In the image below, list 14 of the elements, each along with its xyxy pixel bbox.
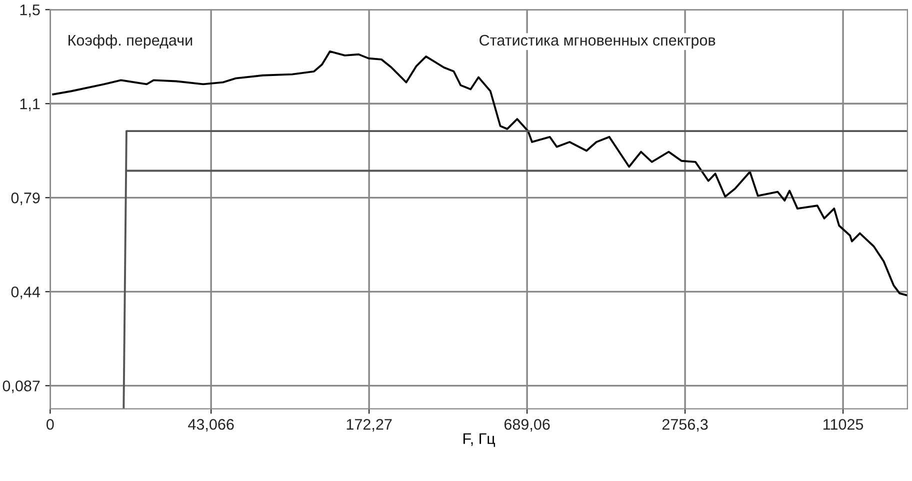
x-tick-label: 2756,3 [662,418,708,432]
x-tick-label: 0 [46,418,54,430]
x-axis-title: F, Гц [463,433,496,447]
x-tick-label: 11025 [824,418,864,430]
x-tick-label: 172,27 [346,418,392,432]
x-tick-label: 689,06 [504,418,550,432]
y-tick-label: 0,087 [2,380,40,394]
y-tick-label: 0,79 [11,192,40,206]
annotation: Коэфф. передачи [68,34,192,49]
y-tick-label: 1,1 [20,98,40,112]
y-tick-label: 1,5 [20,4,40,18]
y-tick-label: 0,44 [11,286,40,300]
x-tick-label: 43,066 [188,418,234,432]
annotation: Статистика мгновенных спектров [480,34,716,49]
